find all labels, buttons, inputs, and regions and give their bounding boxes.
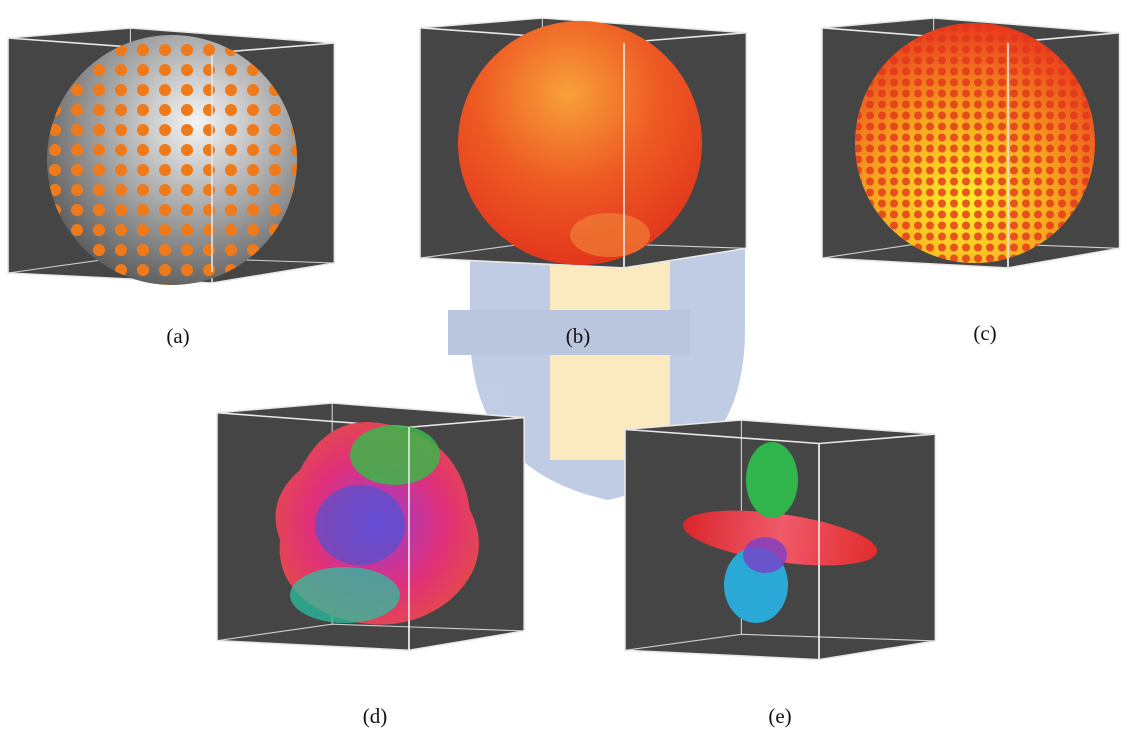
panel-a: (a)	[8, 28, 334, 348]
page: (a) (b) (c) (d) (e) (() => { const da	[0, 0, 1129, 753]
panel-e: (e)	[625, 420, 935, 728]
panel-c: (c)	[822, 18, 1120, 345]
panel-label: (e)	[768, 704, 791, 728]
panel-label: (a)	[166, 324, 189, 348]
panel-label: (d)	[363, 704, 388, 728]
panel-d: (d)	[217, 403, 524, 728]
panel-label: (b)	[566, 324, 591, 348]
figure: (a) (b) (c) (d) (e)	[0, 0, 1129, 753]
panel-label: (c)	[973, 321, 996, 345]
